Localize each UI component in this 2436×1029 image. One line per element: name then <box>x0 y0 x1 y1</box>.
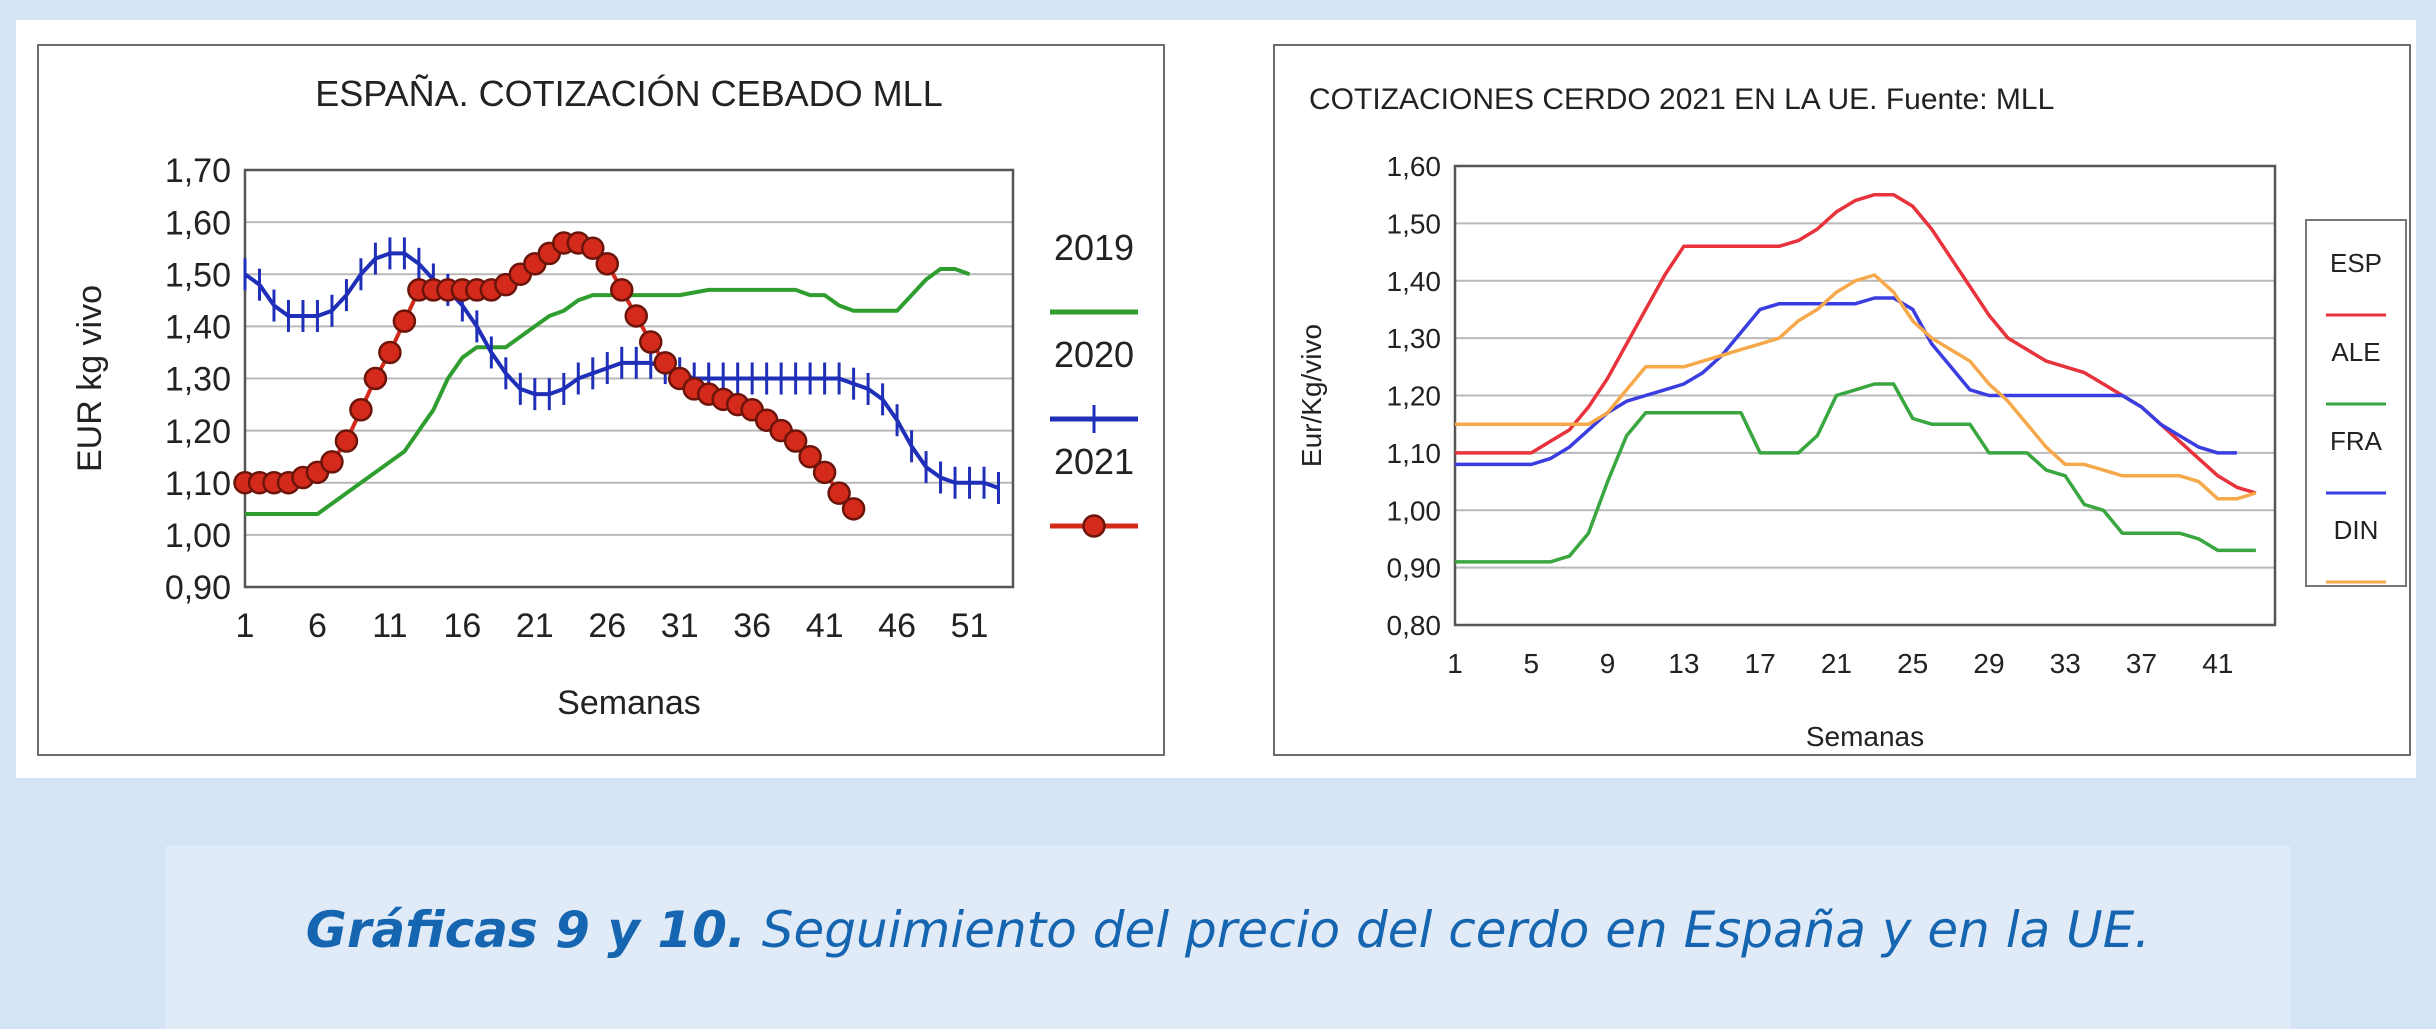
y-tick-label: 1,00 <box>165 517 231 555</box>
plot-area-border <box>243 168 1015 589</box>
y-tick-label: 1,30 <box>1387 323 1442 354</box>
series-line-2019 <box>245 267 971 516</box>
series-line-ALE <box>1455 382 2256 564</box>
chart-title: COTIZACIONES CERDO 2021 EN LA UE. Fuente… <box>1309 83 2054 116</box>
y-tick-label: 0,80 <box>1387 610 1442 641</box>
x-tick-label: 21 <box>516 607 554 645</box>
x-tick-label: 11 <box>372 607 407 645</box>
x-axis-label: Semanas <box>557 684 701 722</box>
y-tick-label: 1,10 <box>1387 438 1442 469</box>
series-line-DIN <box>1455 273 2257 501</box>
caption-text: Seguimiento del precio del cerdo en Espa… <box>745 901 2151 959</box>
x-tick-label: 1 <box>1447 648 1463 679</box>
data-point-2021 <box>638 330 663 354</box>
chart-cerdo-ue-svg: COTIZACIONES CERDO 2021 EN LA UE. Fuente… <box>1296 83 2407 752</box>
data-point-2021 <box>363 366 388 391</box>
x-tick-label: 41 <box>806 607 844 645</box>
data-point-2021 <box>783 429 808 453</box>
x-tick-label: 41 <box>2202 648 2233 679</box>
y-tick-label: 1,10 <box>165 465 231 503</box>
data-point-2021 <box>798 444 822 469</box>
y-tick-label: 1,60 <box>165 204 231 242</box>
plot-area-border <box>1453 164 2277 627</box>
data-point-2021 <box>595 252 620 276</box>
x-tick-label: 6 <box>308 607 327 645</box>
y-axis-label: Eur/Kg/vivo <box>1296 324 1327 467</box>
x-tick-label: 29 <box>1973 648 2004 679</box>
charts-panel: ESPAÑA. COTIZACIÓN CEBADO MLL 1,70 1,60 1,5… <box>16 20 2416 778</box>
x-tick-label: 16 <box>443 607 481 645</box>
x-tick-label: 17 <box>1745 648 1776 679</box>
data-point-2021 <box>320 450 344 474</box>
caption-box: Gráficas 9 y 10. Seguimiento del precio … <box>166 846 2290 1029</box>
y-tick-label: 1,50 <box>165 256 231 294</box>
y-tick-label: 1,50 <box>1387 208 1442 239</box>
x-tick-label: 31 <box>661 607 699 645</box>
legend-label-2020: 2020 <box>1054 334 1134 375</box>
legend-label-2021: 2021 <box>1054 441 1134 482</box>
data-point-2021 <box>624 304 648 328</box>
data-point-2021 <box>378 340 402 365</box>
y-tick-label: 0,90 <box>165 569 231 607</box>
x-axis-label: Semanas <box>1806 721 1924 752</box>
data-point-2021 <box>812 460 837 485</box>
chart-title: ESPAÑA. COTIZACIÓN CEBADO MLL <box>315 73 942 114</box>
y-tick-label: 1,70 <box>165 152 231 190</box>
y-tick-label: 1,20 <box>1387 381 1442 412</box>
figure-caption: Gráficas 9 y 10. Seguimiento del precio … <box>166 894 2290 966</box>
data-point-2021 <box>827 481 851 505</box>
legend-label-ESP: ESP <box>2330 248 2382 278</box>
legend-label-DIN: DIN <box>2334 515 2379 545</box>
data-point-2021 <box>841 497 866 521</box>
x-tick-label: 5 <box>1523 648 1539 679</box>
x-tick-label: 33 <box>2050 648 2081 679</box>
chart-espana-cebado: ESPAÑA. COTIZACIÓN CEBADO MLL 1,70 1,60 1,5… <box>37 44 1165 756</box>
legend-label-FRA: FRA <box>2330 426 2383 456</box>
x-tick-label: 37 <box>2126 648 2157 679</box>
chart-espana-cebado-svg: ESPAÑA. COTIZACIÓN CEBADO MLL 1,70 1,60 1,5… <box>71 73 1138 722</box>
y-tick-label: 1,60 <box>1387 151 1442 182</box>
legend-label-2019: 2019 <box>1054 227 1134 268</box>
chart-cerdo-ue: COTIZACIONES CERDO 2021 EN LA UE. Fuente… <box>1273 44 2411 756</box>
y-tick-label: 1,40 <box>1387 266 1442 297</box>
y-tick-label: 1,00 <box>1387 495 1442 526</box>
series-line-ESP <box>1455 192 2257 495</box>
x-tick-label: 26 <box>588 607 626 645</box>
y-axis-label: EUR kg vivo <box>71 285 109 472</box>
x-tick-label: 13 <box>1668 648 1699 679</box>
data-point-2021 <box>581 236 605 260</box>
x-tick-label: 1 <box>236 607 255 645</box>
y-tick-label: 1,20 <box>165 413 231 451</box>
series-line-FRA <box>1455 296 2237 467</box>
x-tick-label: 21 <box>1821 648 1852 679</box>
y-tick-label: 1,40 <box>165 309 231 347</box>
data-point-2021 <box>334 429 359 453</box>
caption-bold: Gráficas 9 y 10. <box>305 901 746 959</box>
x-tick-label: 46 <box>878 607 916 645</box>
x-tick-label: 25 <box>1897 648 1928 679</box>
data-point-2021 <box>349 398 373 422</box>
legend-label-ALE: ALE <box>2331 337 2380 367</box>
x-tick-label: 36 <box>733 607 771 645</box>
data-point-2021 <box>610 278 634 302</box>
y-tick-label: 0,90 <box>1387 553 1442 584</box>
x-tick-label: 51 <box>951 607 989 645</box>
y-tick-label: 1,30 <box>165 361 231 399</box>
legend-marker-2021 <box>1082 514 1106 538</box>
data-point-2021 <box>653 351 677 375</box>
x-tick-label: 9 <box>1600 648 1616 679</box>
data-point-2021 <box>392 309 417 333</box>
